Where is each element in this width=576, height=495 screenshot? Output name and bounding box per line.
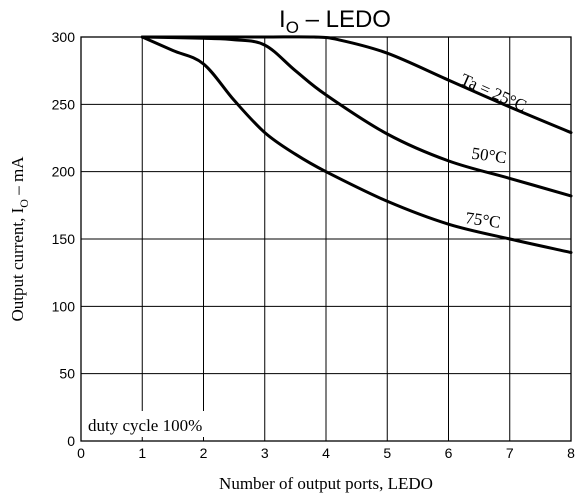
- x-axis-label: Number of output ports, LEDO: [219, 474, 433, 493]
- title-rest: – LEDO: [299, 6, 391, 33]
- grid: [81, 37, 571, 441]
- series-line-1: [140, 35, 573, 135]
- series-line-2: [140, 35, 573, 198]
- x-tick-label: 5: [383, 445, 391, 461]
- y-tick-label: 50: [59, 366, 75, 382]
- x-tick-label: 7: [506, 445, 514, 461]
- x-tick-label: 3: [261, 445, 269, 461]
- y-tick-label: 0: [67, 433, 75, 449]
- ylabel-subscript: O: [17, 199, 31, 208]
- x-tick-label: 4: [322, 445, 330, 461]
- y-tick-label: 100: [52, 298, 76, 314]
- series-line-3: [140, 35, 573, 254]
- ylabel-main: Output current, I: [8, 207, 27, 321]
- x-tick-label: 1: [138, 445, 146, 461]
- x-tick-label: 6: [445, 445, 453, 461]
- x-tick-label: 2: [200, 445, 208, 461]
- title-subscript: O: [286, 18, 299, 37]
- series-labels: Ta = 25°C 50°C 75°C: [458, 70, 530, 232]
- series-label-3: 75°C: [464, 208, 501, 232]
- y-tick-label: 250: [52, 96, 76, 112]
- x-tick-label: 8: [567, 445, 575, 461]
- series-label-1: Ta = 25°C: [458, 70, 530, 116]
- y-tick-label: 150: [52, 231, 76, 247]
- y-tick-label: 300: [52, 29, 76, 45]
- annotation-box: [81, 411, 234, 437]
- annotation-text: duty cycle 100%: [88, 416, 202, 435]
- tick-labels: 0 1 2 3 4 5 6 7 8 0 50 100 150 200 250 300: [52, 29, 575, 461]
- series-layer: [140, 35, 573, 254]
- y-tick-label: 200: [52, 164, 76, 180]
- ylabel-rest: – mA: [8, 156, 27, 199]
- x-tick-label: 0: [77, 445, 85, 461]
- series-label-2: 50°C: [470, 144, 507, 168]
- title-main: I: [279, 6, 286, 33]
- plot-frame: [80, 36, 572, 442]
- chart-title: IO – LEDO: [279, 6, 391, 37]
- y-axis-label: Output current, IO – mA: [8, 156, 31, 322]
